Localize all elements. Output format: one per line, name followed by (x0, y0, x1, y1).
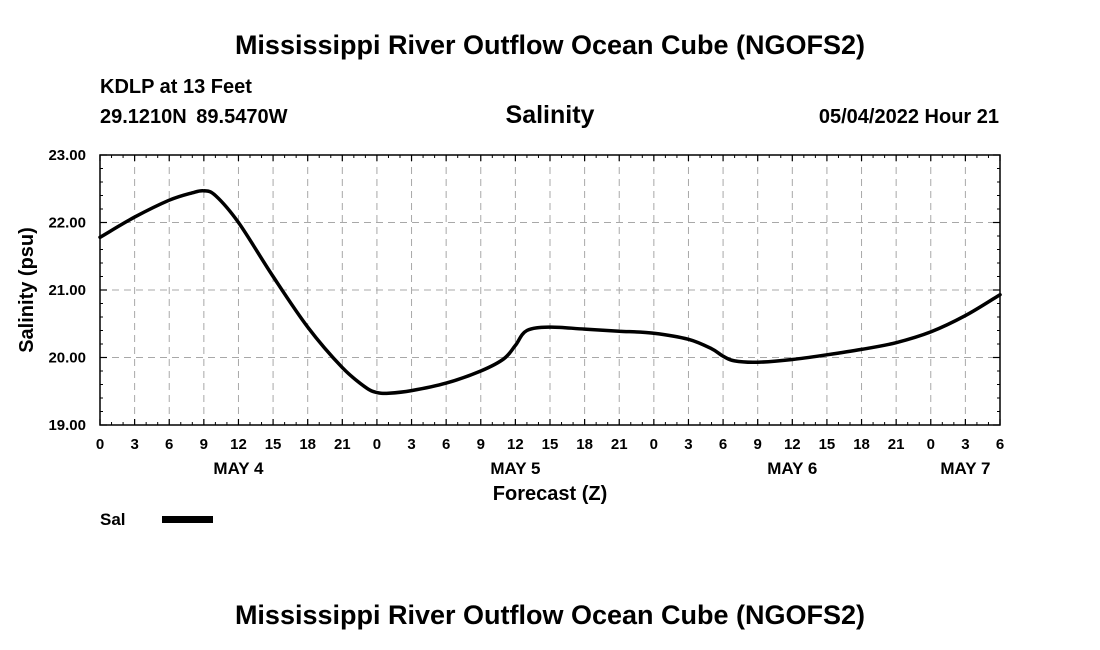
date-label: MAY 7 (940, 459, 990, 478)
x-tick-label: 21 (611, 436, 628, 453)
x-tick-label: 18 (299, 436, 316, 453)
axis-labels: 0 3 6 9 12 15 18 21 0 3 6 9 12 15 18 21 0 3 6 9 12 15 18 21 0 3 6M… (48, 147, 1004, 478)
x-tick-label: 3 (961, 436, 969, 453)
y-axis-title: Salinity (psu) (16, 227, 38, 353)
axis-ticks (99, 154, 1001, 426)
x-tick-label: 3 (684, 436, 692, 453)
x-axis-title: Forecast (Z) (493, 483, 607, 505)
x-tick-label: 15 (819, 436, 836, 453)
x-tick-label: 6 (996, 436, 1004, 453)
station-name: KDLP at 13 Feet (100, 76, 252, 98)
x-tick-label: 15 (265, 436, 282, 453)
legend-label: Sal (100, 510, 126, 529)
y-tick-label: 22.00 (48, 215, 86, 232)
chart-title: Salinity (505, 101, 595, 129)
grid-lines (100, 155, 1000, 425)
x-tick-label: 18 (853, 436, 870, 453)
x-tick-label: 0 (650, 436, 658, 453)
x-tick-label: 18 (576, 436, 593, 453)
x-tick-label: 21 (888, 436, 905, 453)
x-tick-label: 12 (507, 436, 524, 453)
x-tick-label: 3 (407, 436, 415, 453)
x-tick-label: 12 (230, 436, 247, 453)
x-tick-label: 0 (373, 436, 381, 453)
x-tick-label: 15 (542, 436, 559, 453)
x-tick-label: 6 (719, 436, 727, 453)
date-label: MAY 5 (490, 459, 540, 478)
x-tick-label: 21 (334, 436, 351, 453)
x-tick-label: 6 (165, 436, 173, 453)
y-tick-label: 20.00 (48, 350, 86, 367)
x-tick-label: 9 (477, 436, 485, 453)
x-tick-label: 3 (130, 436, 138, 453)
x-tick-label: 6 (442, 436, 450, 453)
date-label: MAY 4 (213, 459, 264, 478)
x-tick-label: 9 (754, 436, 762, 453)
footer-title: Mississippi River Outflow Ocean Cube (NG… (234, 600, 866, 630)
x-tick-label: 12 (784, 436, 801, 453)
date-label: MAY 6 (767, 459, 817, 478)
y-tick-label: 23.00 (48, 147, 86, 164)
legend-line-swatch (162, 516, 213, 523)
run-time: 05/04/2022 Hour 21 (818, 106, 999, 128)
x-tick-label: 9 (200, 436, 208, 453)
y-tick-label: 21.00 (48, 282, 86, 299)
salinity-series-line (98, 188, 1002, 396)
main-title: Mississippi River Outflow Ocean Cube (NG… (234, 30, 866, 60)
x-tick-label: 0 (927, 436, 935, 453)
x-tick-label: 0 (96, 436, 104, 453)
y-tick-label: 19.00 (48, 417, 86, 434)
station-coordinates: 29.1210N 89.5470W (100, 106, 288, 128)
